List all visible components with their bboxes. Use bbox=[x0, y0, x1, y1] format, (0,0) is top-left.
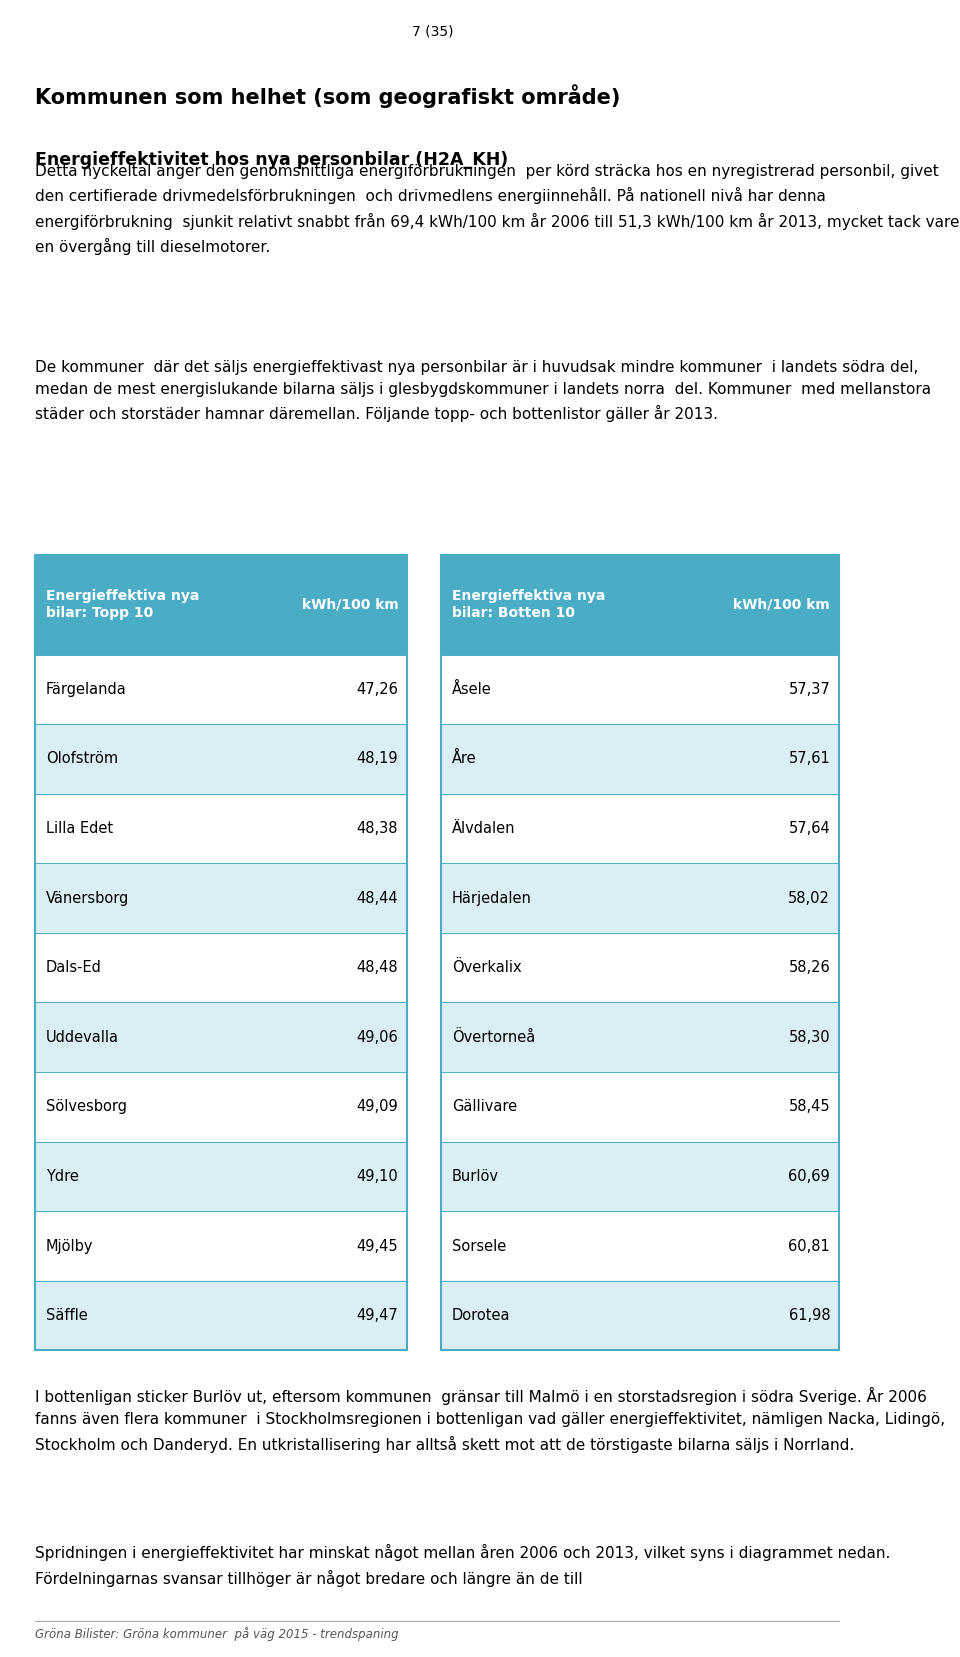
Text: Åsele: Åsele bbox=[452, 681, 492, 698]
Text: Ydre: Ydre bbox=[46, 1168, 79, 1185]
FancyBboxPatch shape bbox=[35, 863, 407, 933]
Text: 58,45: 58,45 bbox=[788, 1099, 830, 1115]
Text: 49,10: 49,10 bbox=[356, 1168, 398, 1185]
Text: Mjölby: Mjölby bbox=[46, 1238, 93, 1254]
Text: 60,69: 60,69 bbox=[788, 1168, 830, 1185]
Text: Uddevalla: Uddevalla bbox=[46, 1029, 119, 1046]
Text: Överkalix: Överkalix bbox=[452, 959, 521, 976]
Text: kWh/100 km: kWh/100 km bbox=[733, 598, 830, 611]
FancyBboxPatch shape bbox=[35, 655, 407, 724]
Text: 49,47: 49,47 bbox=[356, 1307, 398, 1324]
Text: Övertorneå: Övertorneå bbox=[452, 1029, 536, 1046]
FancyBboxPatch shape bbox=[441, 863, 839, 933]
Text: Säffle: Säffle bbox=[46, 1307, 87, 1324]
FancyBboxPatch shape bbox=[441, 1002, 839, 1072]
Text: 57,64: 57,64 bbox=[788, 820, 830, 837]
FancyBboxPatch shape bbox=[441, 794, 839, 863]
Text: 49,45: 49,45 bbox=[357, 1238, 398, 1254]
FancyBboxPatch shape bbox=[35, 555, 407, 655]
Text: Härjedalen: Härjedalen bbox=[452, 890, 532, 906]
Text: Gällivare: Gällivare bbox=[452, 1099, 517, 1115]
Text: Älvdalen: Älvdalen bbox=[452, 820, 516, 837]
Text: Gröna Bilister: Gröna kommuner  på väg 2015 - trendspaning: Gröna Bilister: Gröna kommuner på väg 20… bbox=[35, 1627, 398, 1640]
Text: 61,98: 61,98 bbox=[788, 1307, 830, 1324]
FancyBboxPatch shape bbox=[441, 1072, 839, 1142]
FancyBboxPatch shape bbox=[441, 555, 839, 655]
Text: 47,26: 47,26 bbox=[356, 681, 398, 698]
Text: Åre: Åre bbox=[452, 751, 476, 767]
FancyBboxPatch shape bbox=[441, 724, 839, 794]
FancyBboxPatch shape bbox=[35, 1281, 407, 1350]
FancyBboxPatch shape bbox=[35, 1072, 407, 1142]
Text: 48,38: 48,38 bbox=[357, 820, 398, 837]
FancyBboxPatch shape bbox=[441, 933, 839, 1002]
Text: 48,19: 48,19 bbox=[357, 751, 398, 767]
Text: Vänersborg: Vänersborg bbox=[46, 890, 130, 906]
Text: Lilla Edet: Lilla Edet bbox=[46, 820, 113, 837]
Text: Energieffektivitet hos nya personbilar (H2A_KH): Energieffektivitet hos nya personbilar (… bbox=[35, 151, 508, 169]
FancyBboxPatch shape bbox=[35, 933, 407, 1002]
Text: Kommunen som helhet (som geografiskt område): Kommunen som helhet (som geografiskt omr… bbox=[35, 85, 620, 108]
Text: Sölvesborg: Sölvesborg bbox=[46, 1099, 127, 1115]
FancyBboxPatch shape bbox=[441, 655, 839, 724]
Text: 58,02: 58,02 bbox=[788, 890, 830, 906]
FancyBboxPatch shape bbox=[441, 1211, 839, 1281]
Text: 58,26: 58,26 bbox=[788, 959, 830, 976]
Text: Dals-Ed: Dals-Ed bbox=[46, 959, 102, 976]
Text: 7 (35): 7 (35) bbox=[412, 25, 453, 38]
FancyBboxPatch shape bbox=[35, 1002, 407, 1072]
FancyBboxPatch shape bbox=[35, 724, 407, 794]
Text: Spridningen i energieffektivitet har minskat något mellan åren 2006 och 2013, vi: Spridningen i energieffektivitet har min… bbox=[35, 1544, 890, 1587]
FancyBboxPatch shape bbox=[441, 1142, 839, 1211]
Text: 57,37: 57,37 bbox=[788, 681, 830, 698]
Text: Sorsele: Sorsele bbox=[452, 1238, 506, 1254]
FancyBboxPatch shape bbox=[35, 794, 407, 863]
Text: Färgelanda: Färgelanda bbox=[46, 681, 127, 698]
FancyBboxPatch shape bbox=[35, 1142, 407, 1211]
Text: Dorotea: Dorotea bbox=[452, 1307, 511, 1324]
Text: Energieffektiva nya
bilar: Topp 10: Energieffektiva nya bilar: Topp 10 bbox=[46, 590, 200, 620]
Text: 60,81: 60,81 bbox=[788, 1238, 830, 1254]
Text: Olofström: Olofström bbox=[46, 751, 118, 767]
Text: 49,06: 49,06 bbox=[356, 1029, 398, 1046]
Text: 48,48: 48,48 bbox=[357, 959, 398, 976]
Text: 49,09: 49,09 bbox=[356, 1099, 398, 1115]
Text: Detta nyckeltal anger den genomsnittliga energiförbrukningen  per körd sträcka h: Detta nyckeltal anger den genomsnittliga… bbox=[35, 164, 959, 255]
Text: Burlöv: Burlöv bbox=[452, 1168, 499, 1185]
Text: 57,61: 57,61 bbox=[788, 751, 830, 767]
Text: 48,44: 48,44 bbox=[357, 890, 398, 906]
Text: 58,30: 58,30 bbox=[788, 1029, 830, 1046]
Text: De kommuner  där det säljs energieffektivast nya personbilar är i huvudsak mindr: De kommuner där det säljs energieffektiv… bbox=[35, 360, 930, 423]
Text: Energieffektiva nya
bilar: Botten 10: Energieffektiva nya bilar: Botten 10 bbox=[452, 590, 606, 620]
FancyBboxPatch shape bbox=[35, 1211, 407, 1281]
Text: kWh/100 km: kWh/100 km bbox=[301, 598, 398, 611]
Text: I bottenligan sticker Burlöv ut, eftersom kommunen  gränsar till Malmö i en stor: I bottenligan sticker Burlöv ut, efterso… bbox=[35, 1387, 945, 1453]
FancyBboxPatch shape bbox=[441, 1281, 839, 1350]
